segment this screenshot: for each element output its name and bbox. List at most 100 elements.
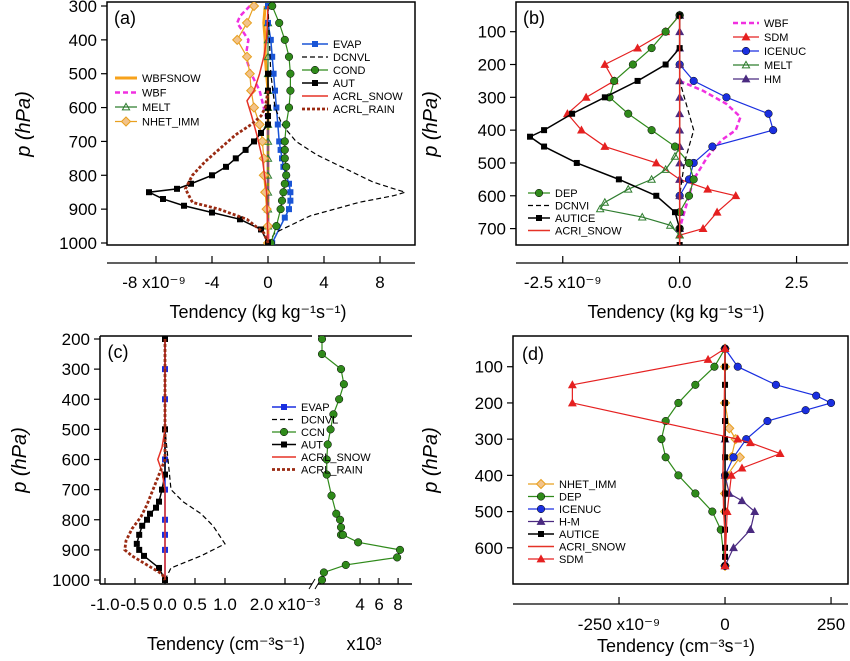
data-point [287, 197, 294, 204]
legend-marker [741, 46, 751, 56]
data-point [265, 121, 271, 128]
data-point [712, 207, 722, 216]
data-point [600, 197, 610, 206]
x-tick-label: 6 [374, 595, 383, 614]
data-point [623, 184, 633, 193]
data-point [671, 209, 678, 216]
series-line [146, 73, 269, 244]
data-point [280, 137, 289, 146]
data-point [684, 191, 694, 200]
y-tick-label: 900 [62, 541, 90, 560]
legend-label: WBFSNOW [142, 73, 201, 85]
data-point [258, 129, 264, 136]
data-point [322, 455, 331, 464]
data-point [336, 523, 346, 532]
data-point [275, 18, 284, 27]
legend-label: DCNVL [301, 415, 338, 427]
series-autice [527, 12, 683, 245]
legend-label: ACRL_RAIN [301, 465, 363, 477]
legend-label: SDM [559, 554, 583, 566]
y-tick-label: 500 [478, 154, 506, 173]
data-point [674, 471, 683, 480]
data-point [661, 27, 670, 36]
legend-label: WBF [142, 88, 167, 100]
series-ccn [317, 336, 405, 584]
data-point [276, 205, 285, 214]
series-line [599, 15, 681, 236]
data-point [317, 336, 327, 344]
series-line [136, 339, 166, 581]
legend-label: ACRI_SNOW [559, 542, 626, 554]
legend-label: CCN [301, 427, 325, 439]
series-line [246, 5, 269, 244]
legend-label: SDM [764, 32, 788, 44]
legend-marker [741, 60, 751, 69]
data-point [801, 406, 810, 415]
series-line [528, 15, 681, 245]
data-point [139, 522, 146, 529]
legend-marker [312, 41, 318, 47]
legend-label: ACRI_SNOW [555, 226, 622, 238]
data-point [265, 70, 271, 77]
legend-label: AUTICE [559, 529, 599, 541]
y-tick-label: 700 [62, 481, 90, 500]
series-dcnvi [679, 15, 695, 229]
data-point [269, 53, 276, 60]
x-tick-label: 0 [263, 273, 272, 292]
data-point [600, 141, 610, 150]
data-point [708, 142, 717, 151]
x-tick-label: 0 [720, 615, 729, 634]
data-point [326, 425, 335, 434]
y-tick-label: 300 [475, 430, 503, 449]
data-point [242, 146, 249, 153]
legend-label: ACRL_SNOW [333, 91, 403, 103]
data-point [737, 496, 747, 505]
data-point [338, 530, 347, 539]
data-point [335, 395, 344, 404]
data-point [601, 94, 608, 101]
data-point [251, 138, 257, 145]
x-multiplier-right: x10³ [346, 634, 381, 654]
legend-label: HM [764, 74, 781, 86]
legend-marker [534, 188, 544, 198]
y-tick-label: 700 [478, 220, 506, 239]
y-tick-label: 400 [69, 31, 97, 50]
legend-marker [536, 516, 546, 525]
data-point [764, 109, 773, 118]
legend-label: WBF [764, 18, 789, 30]
legend-label: AUT [333, 78, 355, 90]
data-point [277, 146, 284, 153]
data-point [662, 61, 669, 68]
data-point [395, 545, 405, 554]
legend-marker [741, 32, 751, 41]
data-point [181, 202, 187, 209]
x-axis-title-a: Tendency (kg kg⁻¹s⁻¹) [169, 302, 346, 322]
plot-frame [106, 1, 416, 246]
data-point [569, 110, 576, 117]
data-point [276, 138, 283, 145]
data-point [286, 206, 292, 213]
series-line [267, 5, 408, 244]
x-tick-label: -4 [204, 273, 219, 292]
data-point [729, 453, 738, 462]
legend-label: ACRL_SNOW [301, 452, 371, 464]
data-point [763, 416, 772, 426]
x-tick-label: 0.5 [183, 595, 207, 614]
legend-label: EVAP [301, 402, 330, 414]
data-point [241, 51, 253, 62]
x-tick-label: -8 x10⁻⁹ [122, 273, 186, 292]
data-point [637, 212, 647, 221]
legend-label: EVAP [333, 39, 362, 51]
data-point [670, 151, 680, 160]
legend-label: AUT [301, 440, 323, 452]
legend-marker [121, 102, 131, 111]
data-point [319, 568, 328, 577]
data-point [156, 498, 162, 505]
data-point [280, 145, 289, 154]
data-point [733, 362, 742, 371]
data-point [689, 76, 698, 85]
legend-label: ICENUC [764, 46, 806, 58]
data-point [241, 17, 253, 29]
data-point [259, 187, 271, 198]
data-point [577, 125, 586, 134]
